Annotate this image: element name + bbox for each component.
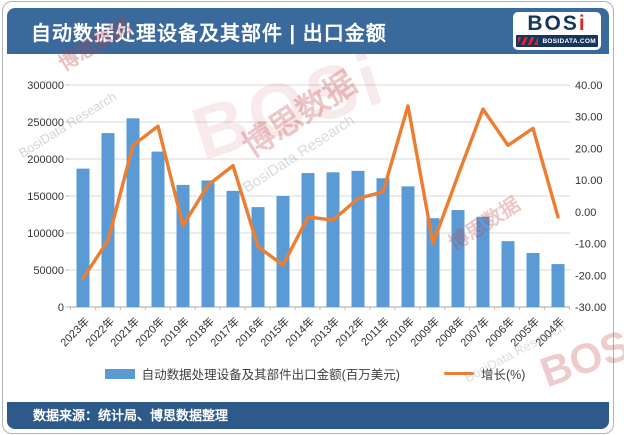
line-series-label: 增长(%) [480,368,526,382]
right-axis-tick-label: 10.00 [575,175,603,187]
bar-2015 [276,196,290,307]
bar-2023 [76,168,90,307]
bar-2007 [476,216,490,307]
bar-2021 [126,118,140,307]
line-series-swatch [443,371,474,376]
legend-item-export: 自动数据处理设备及其部件出口金额(百万美元) [104,364,400,383]
right-axis-tick-label: 40.00 [575,80,603,92]
right-axis-tick-label: 20.00 [575,143,603,155]
data-source-text: 数据来源：统计局、博思数据整理 [33,408,229,423]
bar-2010 [401,186,415,307]
bar-2013 [326,172,340,307]
left-axis-tick-label: 100000 [27,228,64,240]
bar-2022 [101,133,115,307]
logo-stripes-icon [518,37,538,45]
left-axis-tick-label: 200000 [27,154,64,166]
left-axis-tick-label: 300000 [27,80,64,92]
bar-2020 [151,151,165,307]
bar-2008 [451,210,465,307]
bar-2011 [376,178,390,307]
growth-line [81,104,560,281]
right-axis-tick-label: 30.00 [575,112,603,124]
combo-chart: 300000 250000 200000 150000 100000 50000 0 40.0… [27,80,606,349]
logo-text: BOSi [516,13,598,35]
logo-text-accent: i [578,12,587,35]
left-axis-tick-label: 0 [58,302,64,314]
right-axis-tick-label: -30.00 [575,302,606,314]
bar-series-label: 自动数据处理设备及其部件出口金额(百万美元) [141,368,400,382]
logo-strip: BOSIDATA.COM [516,35,598,47]
source-bar: 数据来源：统计局、博思数据整理 [7,402,609,429]
page-title: 自动数据处理设备及其部件 | 出口金额 [31,22,387,45]
right-axis-tick-label: -20.00 [575,270,606,282]
bar-2017 [226,190,240,307]
bosi-logo: BOSi BOSIDATA.COM [513,12,601,50]
left-axis-tick-label: 250000 [27,117,64,129]
bar-series-swatch [104,368,135,379]
logo-subtext: BOSIDATA.COM [542,37,596,45]
chart-legend: 自动数据处理设备及其部件出口金额(百万美元) 增长(%) [3,364,624,383]
bar-2016 [251,207,265,307]
bar-2012 [351,170,365,307]
bar-2005 [526,252,540,307]
legend-item-growth: 增长(%) [443,364,526,383]
bar-2018 [201,180,215,307]
bar-2004 [551,264,565,307]
bar-2009 [426,218,440,307]
right-axis-tick-label: -10.00 [575,239,606,251]
left-axis-tick-label: 50000 [33,265,64,277]
right-axis-tick-label: 0.00 [575,207,596,219]
left-axis-tick-label: 150000 [27,191,64,203]
chart-card: 自动数据处理设备及其部件 | 出口金额 BOSi BOSIDATA.COM 30… [2,1,614,434]
logo-text-main: BOS [527,12,579,35]
bar-2006 [501,241,515,307]
header-bar: 自动数据处理设备及其部件 | 出口金额 BOSi BOSIDATA.COM [7,8,609,54]
bar-2014 [301,173,315,307]
